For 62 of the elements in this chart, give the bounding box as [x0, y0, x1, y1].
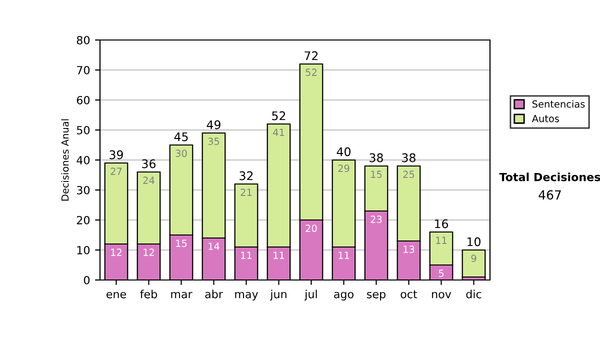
x-tick-label: sep	[367, 292, 386, 300]
x-tick-label: mar	[171, 292, 192, 298]
legend-label: Autos	[532, 115, 560, 122]
total-label: 39	[110, 150, 123, 160]
data-label: 11	[274, 252, 284, 259]
total-label: 16	[435, 219, 448, 228]
bar	[462, 249, 486, 278]
x-tick-label: dic	[466, 290, 482, 298]
data-label: 41	[273, 128, 284, 136]
y-tick-label: 20	[76, 216, 90, 224]
data-label: 35	[208, 138, 220, 146]
x-tick-label: oct	[400, 290, 418, 298]
x-tick-label: ago	[334, 292, 354, 300]
data-label: 20	[306, 224, 317, 232]
text: 467	[538, 190, 561, 200]
data-label: 11	[436, 236, 447, 244]
x-tick-label: nov	[432, 292, 452, 298]
data-label: 29	[338, 164, 350, 172]
data-label: 11	[338, 252, 350, 259]
x-tick-label: abr	[205, 290, 223, 298]
data-label: 12	[111, 248, 122, 256]
y-tick-label: 40	[76, 156, 90, 164]
total-label: 38	[370, 153, 383, 162]
text: Total Decisiones	[499, 172, 600, 182]
total-label: 32	[240, 171, 253, 180]
x-tick-label: jun	[270, 290, 286, 300]
data-label: 25	[403, 170, 414, 178]
total-label: 49	[206, 120, 220, 130]
total-label: 10	[468, 237, 480, 246]
x-tick-label: ene	[106, 292, 126, 298]
data-label: 5	[438, 270, 444, 278]
total-label: 38	[402, 153, 416, 162]
y-axis-title: Decisiones Anual	[61, 119, 69, 201]
data-label: 52	[306, 68, 316, 76]
y-tick-label: 0	[84, 276, 90, 284]
data-label: 12	[144, 248, 154, 256]
x-tick-label: jul	[304, 290, 317, 300]
total-label: 45	[174, 132, 188, 142]
legend-label: Sentencias	[532, 100, 585, 108]
total-label: 40	[336, 147, 350, 156]
y-tick-label: 10	[77, 246, 90, 254]
y-tick-label: 30	[76, 186, 90, 194]
y-tick-label: 80	[76, 36, 90, 44]
y-tick-label: 50	[76, 126, 90, 134]
data-label: 30	[176, 150, 187, 158]
total-label: 72	[304, 51, 318, 60]
data-label: 9	[471, 254, 476, 262]
y-tick-label: 70	[77, 66, 90, 74]
x-tick-label: may	[235, 292, 258, 300]
y-tick-label: 60	[76, 96, 90, 104]
data-label: 14	[208, 242, 220, 250]
data-label: 15	[176, 240, 187, 248]
x-tick-label: feb	[140, 290, 158, 298]
data-label: 13	[404, 246, 414, 254]
total-label: 36	[142, 159, 156, 168]
data-label: 24	[143, 176, 154, 184]
data-label: 23	[370, 216, 382, 224]
data-label: 11	[241, 252, 252, 259]
data-label: 21	[240, 188, 252, 196]
total-label: 52	[272, 111, 286, 120]
data-label: 15	[371, 170, 382, 178]
data-label: 27	[110, 168, 122, 175]
